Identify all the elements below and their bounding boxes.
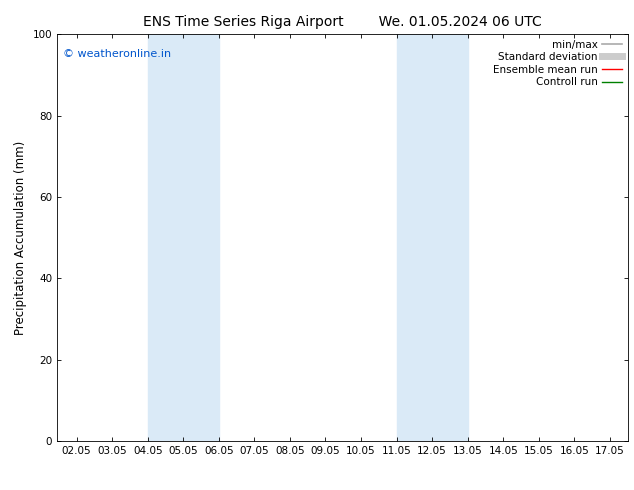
Bar — [148, 34, 219, 441]
Bar — [397, 34, 468, 441]
Y-axis label: Precipitation Accumulation (mm): Precipitation Accumulation (mm) — [14, 141, 27, 335]
Text: © weatheronline.in: © weatheronline.in — [63, 49, 171, 58]
Title: ENS Time Series Riga Airport        We. 01.05.2024 06 UTC: ENS Time Series Riga Airport We. 01.05.2… — [143, 15, 541, 29]
Legend: min/max, Standard deviation, Ensemble mean run, Controll run: min/max, Standard deviation, Ensemble me… — [489, 36, 626, 91]
